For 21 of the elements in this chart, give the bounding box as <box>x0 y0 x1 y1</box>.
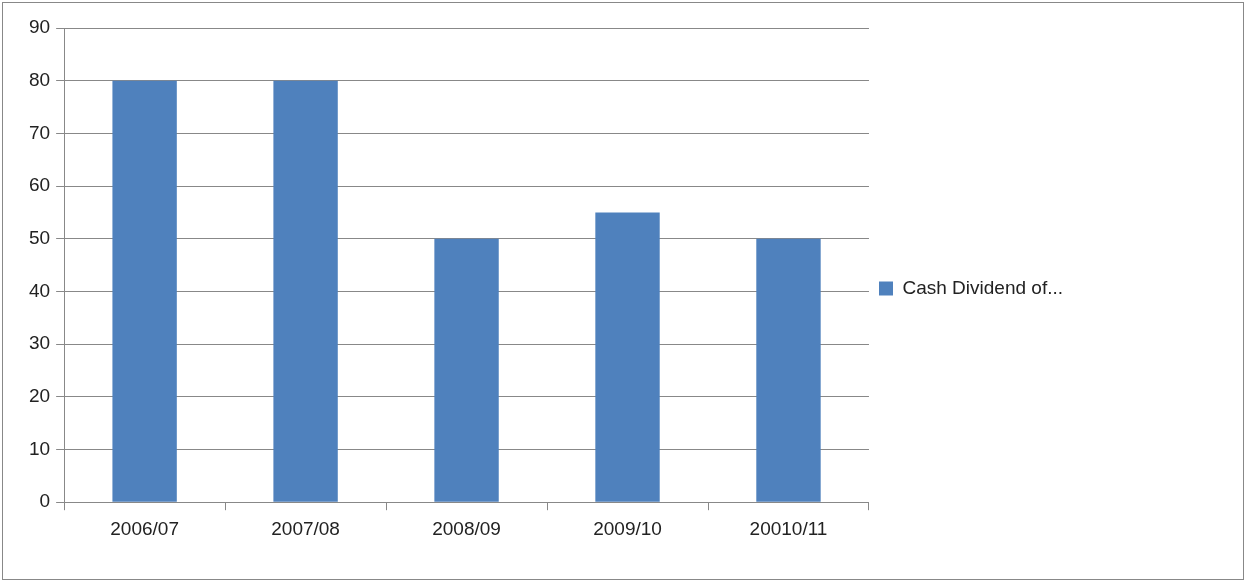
bar <box>434 238 499 502</box>
bar <box>595 212 660 502</box>
y-tick-label: 20 <box>28 385 51 407</box>
x-tick-label: 2007/08 <box>271 517 340 539</box>
x-tick-label: 2008/09 <box>432 517 501 539</box>
y-tick-label: 60 <box>28 174 51 196</box>
y-tick-label: 80 <box>28 68 51 90</box>
y-tick-label: 70 <box>28 121 51 143</box>
y-tick-label: 90 <box>28 16 51 38</box>
y-tick-label: 0 <box>39 490 51 512</box>
y-tick-label: 30 <box>28 332 51 354</box>
bar <box>112 80 177 502</box>
bar <box>756 238 821 502</box>
y-tick-label: 50 <box>28 226 51 248</box>
x-tick-label: 20010/11 <box>749 517 828 539</box>
x-tick-label: 2006/07 <box>110 517 179 539</box>
legend-label: Cash Dividend of... <box>902 276 1064 298</box>
y-tick-label: 40 <box>28 279 51 301</box>
y-tick-label: 10 <box>28 437 51 459</box>
x-tick-label: 2009/10 <box>593 517 662 539</box>
bar <box>273 80 338 502</box>
